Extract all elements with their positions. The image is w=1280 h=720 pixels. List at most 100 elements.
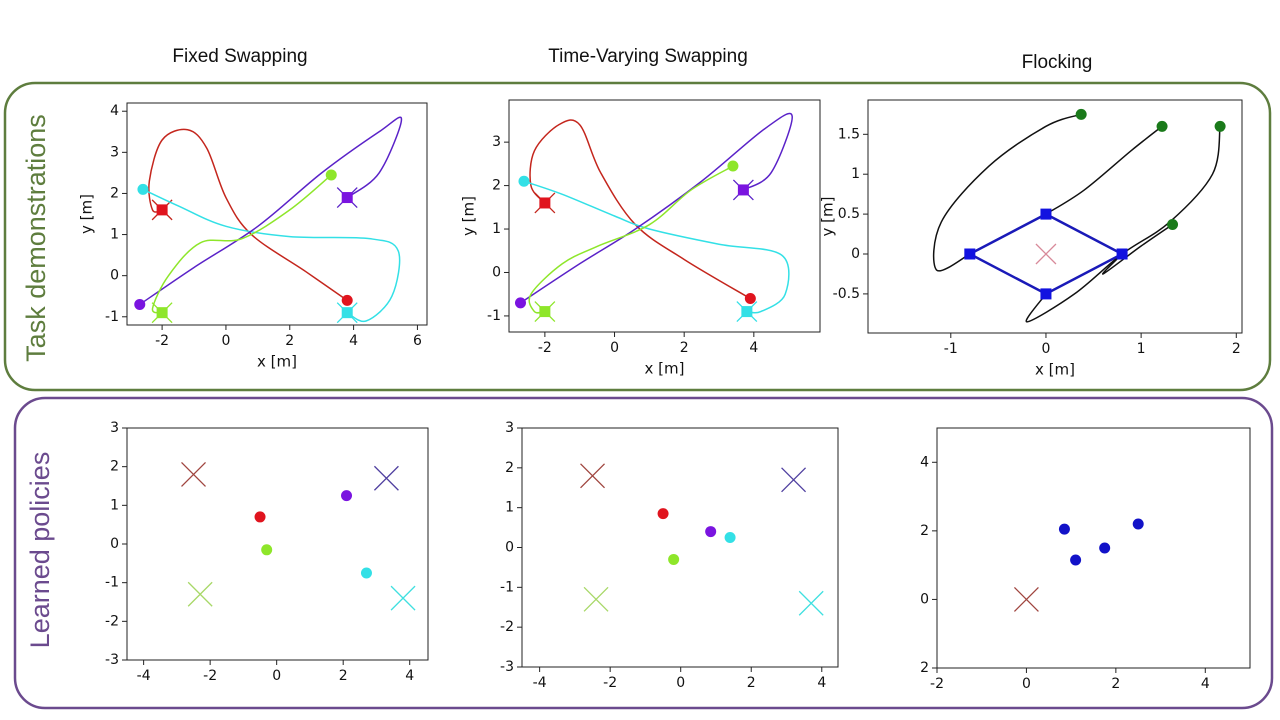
x-tick-label: -2: [203, 668, 217, 684]
y-tick-label: 3: [505, 420, 514, 436]
start-point: [518, 175, 530, 187]
x-tick-label: -2: [538, 340, 552, 356]
trajectory: [139, 116, 403, 306]
x-tick-label: -2: [930, 676, 944, 692]
y-tick-label: 2: [110, 459, 119, 475]
goal-square: [741, 306, 753, 318]
y-axis-label: y [m]: [819, 197, 837, 237]
goal-square: [341, 307, 353, 319]
y-tick-label: 2: [920, 660, 929, 676]
row-label: Learned policies: [25, 452, 55, 649]
y-tick-label: -0.5: [833, 286, 860, 302]
chart-title: Fixed Swapping: [172, 46, 307, 67]
plot: -4 -2 0 2 4 -3 -2 -1 0 1 2 3: [105, 420, 429, 684]
trajectory: [148, 128, 348, 301]
goal-square: [156, 307, 168, 319]
y-tick-label: 0: [920, 591, 929, 607]
y-tick-label: 2: [920, 523, 929, 539]
x-tick-label: 1: [1137, 341, 1146, 357]
start-point: [657, 508, 669, 520]
plot: -4 -2 0 2 4 -3 -2 -1 0 1 2 3: [500, 420, 839, 691]
x-tick-label: 4: [405, 668, 414, 684]
x-tick-label: 6: [413, 333, 422, 349]
start-point: [325, 169, 337, 181]
start-point: [724, 532, 736, 544]
x-tick-label: 0: [1022, 676, 1031, 692]
start-point: [727, 160, 739, 172]
y-tick-label: 3: [110, 144, 119, 160]
start-point: [1075, 108, 1087, 120]
plot-frame: [867, 99, 1243, 334]
trajectory: [932, 113, 1082, 272]
y-tick-label: -3: [500, 659, 514, 675]
y-tick-label: 4: [920, 454, 929, 470]
x-tick-label: 2: [747, 675, 756, 691]
y-tick-label: -1: [105, 309, 119, 325]
y-tick-label: 0.5: [838, 206, 860, 222]
goal-square: [341, 192, 353, 204]
plot: -2 0 2 4 6 -1 0 1 2 3 4 Fixed Swapping x [m] y [m]: [78, 46, 428, 371]
x-axis-label: x [m]: [1035, 361, 1075, 379]
trajectory: [529, 119, 751, 300]
start-point: [341, 294, 353, 306]
x-tick-label: 4: [817, 675, 826, 691]
policy-panel: [13, 396, 1274, 710]
plot-frame: [508, 99, 821, 333]
x-tick-label: 4: [749, 340, 758, 356]
y-tick-label: 1: [851, 166, 860, 182]
goal-square: [1040, 288, 1052, 300]
start-point: [1058, 523, 1070, 535]
y-tick-label: 3: [492, 134, 501, 150]
goal-square: [539, 306, 551, 318]
y-tick-label: 1: [505, 500, 514, 516]
y-axis-label: y [m]: [460, 196, 478, 236]
trajectory: [1045, 125, 1163, 215]
target-cross: [181, 461, 206, 487]
y-tick-label: 1.5: [838, 126, 860, 142]
trajectory: [151, 174, 332, 314]
x-tick-label: 2: [1232, 341, 1241, 357]
x-tick-label: -2: [155, 333, 169, 349]
goal-square: [1116, 248, 1128, 260]
x-tick-label: 4: [349, 333, 358, 349]
target-cross: [1035, 243, 1057, 265]
start-point: [1214, 120, 1226, 132]
target-cross: [580, 463, 605, 489]
x-tick-label: 0: [676, 675, 685, 691]
x-tick-label: 0: [610, 340, 619, 356]
x-axis-label: x [m]: [257, 353, 297, 371]
start-point: [341, 490, 353, 502]
chart-title: Flocking: [1022, 52, 1093, 73]
target-cross: [187, 581, 213, 607]
start-point: [705, 526, 717, 538]
start-point: [1156, 120, 1168, 132]
y-tick-label: -2: [500, 619, 514, 635]
start-point: [744, 293, 756, 305]
plot: -2 0 2 4 2 0 2 4: [920, 427, 1251, 692]
start-point: [134, 298, 146, 310]
trajectory: [1102, 223, 1173, 275]
y-tick-label: 2: [492, 178, 501, 194]
x-tick-label: 2: [680, 340, 689, 356]
plot-frame: [936, 427, 1251, 669]
x-tick-label: 0: [221, 333, 230, 349]
y-tick-label: 0: [505, 540, 514, 556]
plot: -2 0 2 4 -1 0 1 2 3 Time-Varying Swapping x [m] y […: [460, 46, 821, 378]
trajectory: [520, 112, 793, 304]
goal-square: [1040, 208, 1052, 220]
target-cross: [781, 467, 807, 493]
goal-square: [737, 184, 749, 196]
start-point: [254, 511, 266, 523]
x-tick-label: 0: [272, 668, 281, 684]
start-point: [1070, 554, 1082, 566]
plot-frame: [521, 427, 839, 668]
y-axis-label: y [m]: [78, 194, 96, 234]
y-tick-label: 3: [110, 420, 119, 436]
y-tick-label: -1: [500, 579, 514, 595]
y-tick-label: -1: [487, 308, 501, 324]
x-axis-label: x [m]: [645, 360, 685, 378]
y-tick-label: 0: [851, 246, 860, 262]
x-tick-label: -2: [603, 675, 617, 691]
start-point: [360, 567, 372, 579]
